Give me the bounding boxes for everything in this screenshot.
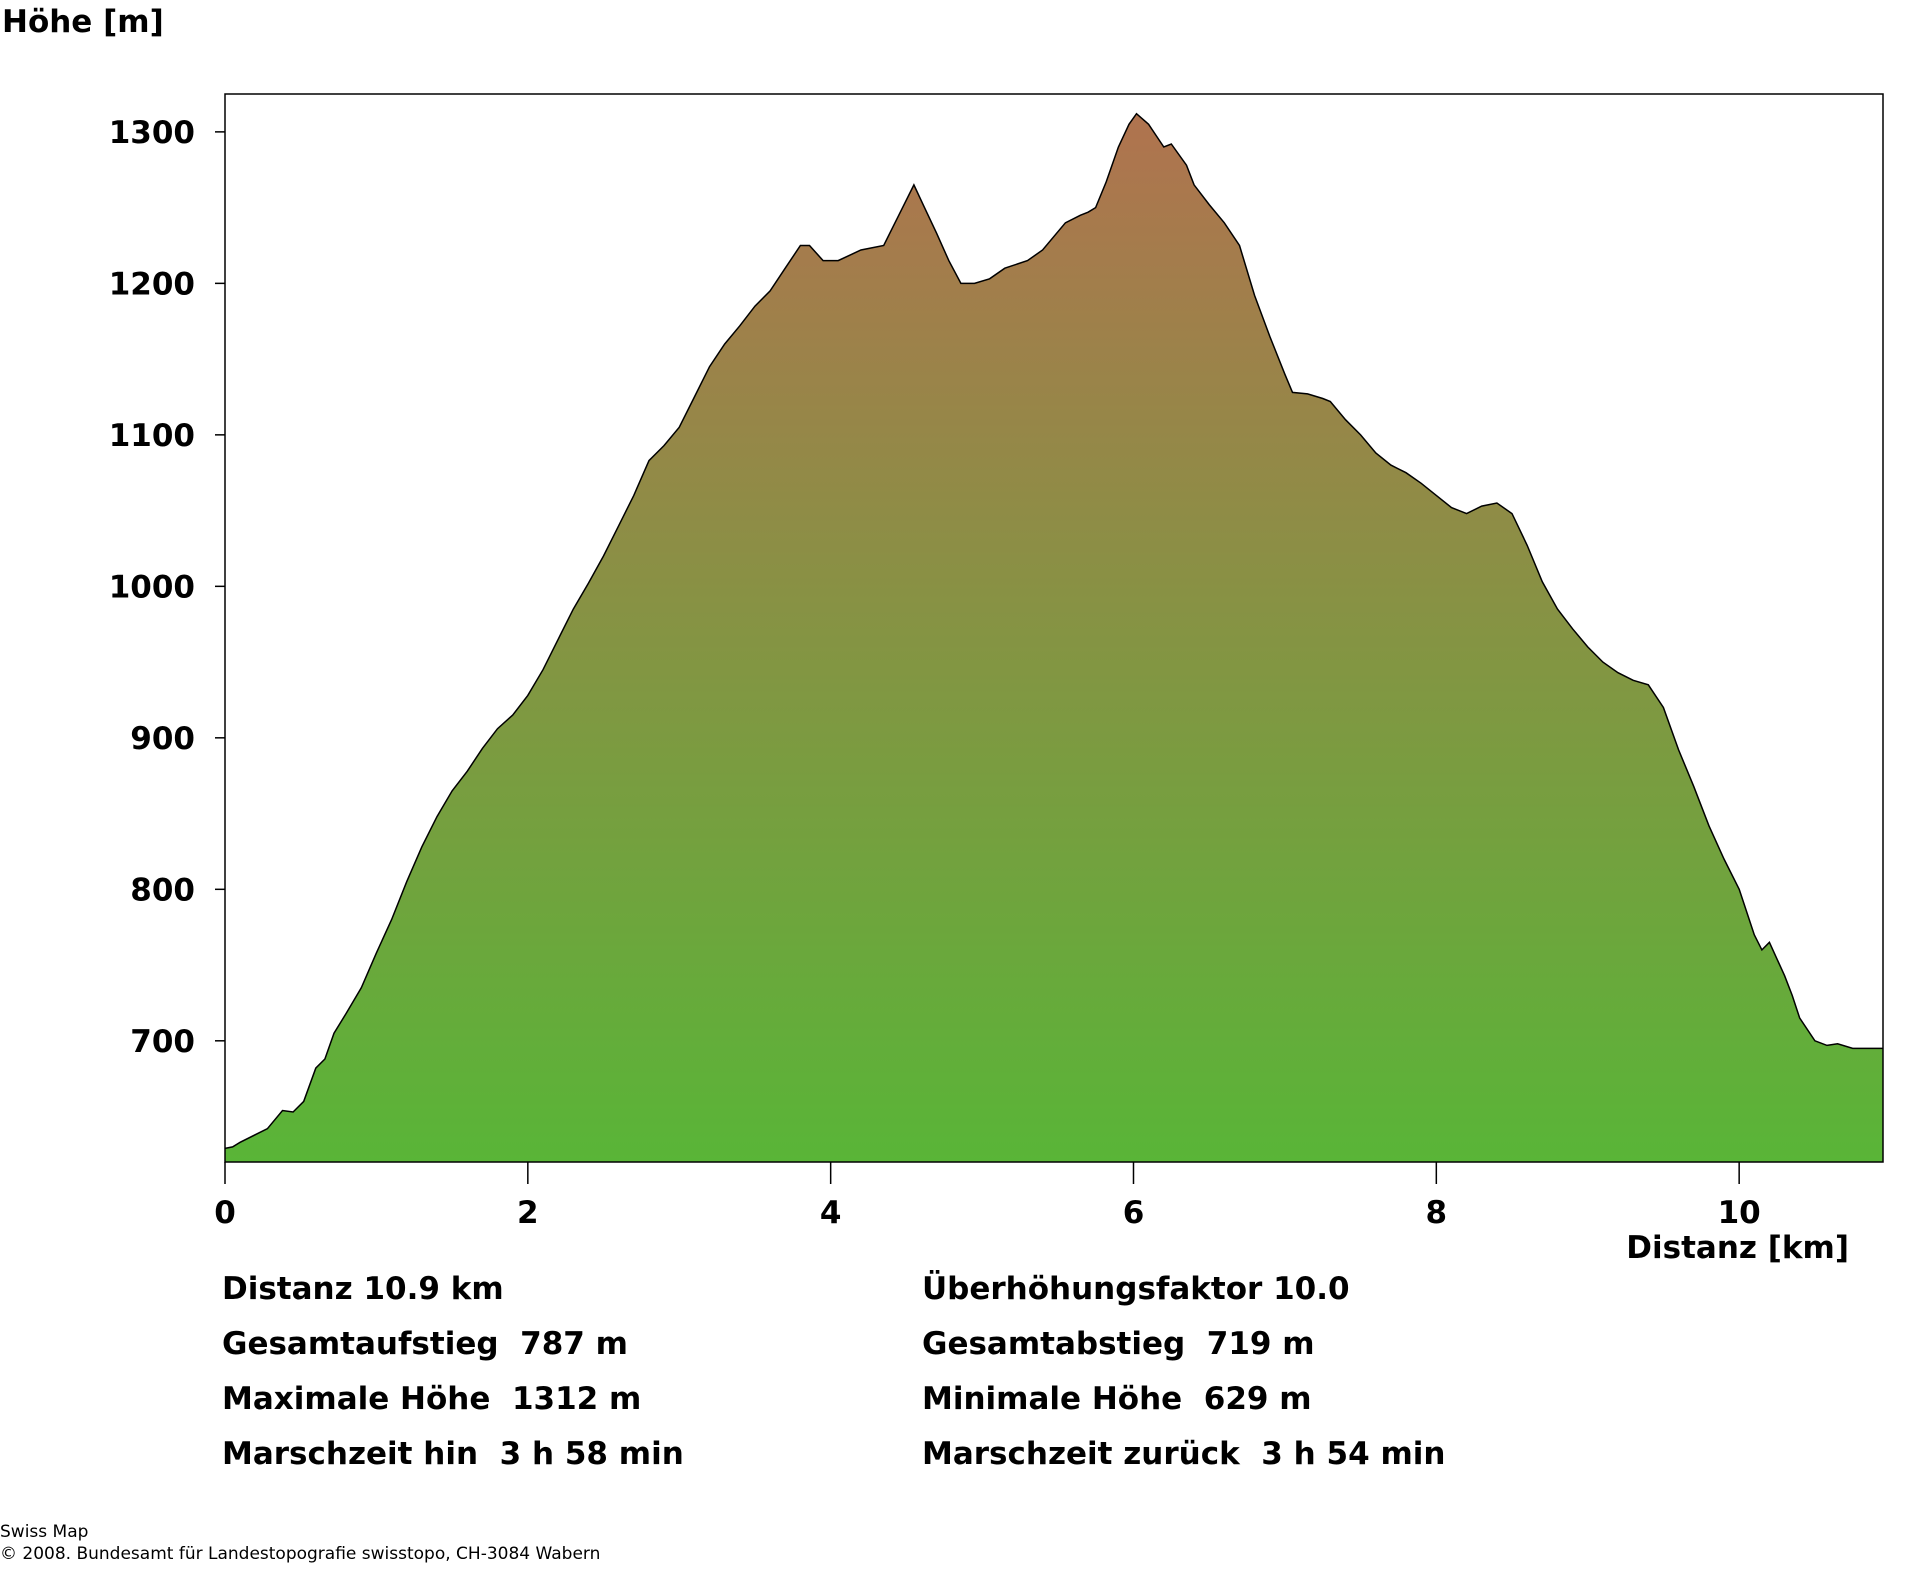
time-back-stat: Marschzeit zurück 3 h 54 min: [922, 1436, 1446, 1472]
exaggeration-stat: Überhöhungsfaktor 10.0: [922, 1271, 1350, 1307]
footer-copyright: © 2008. Bundesamt für Landestopografie s…: [0, 1544, 601, 1564]
y-tick-label: 700: [130, 1024, 195, 1060]
distance-stat: Distanz 10.9 km: [222, 1271, 504, 1307]
max-height-stat: Maximale Höhe 1312 m: [222, 1381, 642, 1417]
elevation-area: [225, 113, 1883, 1163]
x-tick-label: 4: [820, 1195, 842, 1231]
x-tick-label: 8: [1426, 1195, 1448, 1231]
total-descent-stat: Gesamtabstieg 719 m: [922, 1326, 1315, 1362]
y-tick-label: 800: [130, 872, 195, 908]
x-tick-label: 2: [517, 1195, 539, 1231]
stats-left-column: Distanz 10.9 km Gesamtaufstieg 787 m Max…: [222, 1262, 684, 1482]
x-axis-title: Distanz [km]: [1626, 1230, 1849, 1266]
elevation-line: [224, 112, 1883, 1150]
x-tick-label: 0: [214, 1195, 236, 1231]
footer-source: Swiss Map: [0, 1522, 89, 1542]
total-ascent-stat: Gesamtaufstieg 787 m: [222, 1326, 628, 1362]
y-tick-label: 1000: [109, 569, 195, 605]
y-tick-label: 1300: [109, 115, 195, 151]
x-tick-label: 10: [1718, 1195, 1761, 1231]
y-tick-label: 900: [130, 721, 195, 757]
plot-frame: [224, 93, 1884, 1163]
stats-right-column: Überhöhungsfaktor 10.0 Gesamtabstieg 719…: [922, 1262, 1445, 1482]
min-height-stat: Minimale Höhe 629 m: [922, 1381, 1312, 1417]
time-forward-stat: Marschzeit hin 3 h 58 min: [222, 1436, 684, 1472]
y-tick-label: 1200: [109, 266, 195, 302]
y-axis-title: Höhe [m]: [2, 4, 164, 40]
y-tick-label: 1100: [109, 418, 195, 454]
x-tick-label: 6: [1123, 1195, 1145, 1231]
